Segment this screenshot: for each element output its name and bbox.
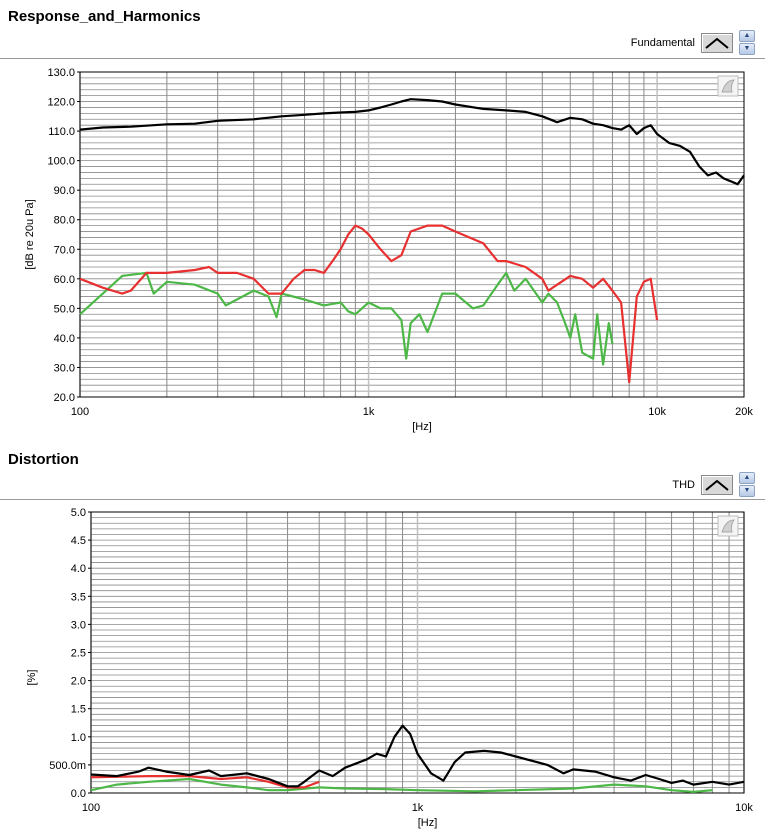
x-axis-label: [Hz] [412, 421, 432, 433]
section-divider [0, 58, 765, 59]
y-axis-label: [dB re 20u Pa] [24, 199, 36, 269]
distortion-section-title: Distortion [8, 451, 79, 468]
y-tick-label: 3.0 [71, 619, 86, 631]
graph-palette-icon [717, 75, 739, 97]
response-chart: 20.0 30.0 40.0 50.0 60.0 70.0 80.0 90.0 100.0 110… [24, 67, 753, 433]
legend-label-thd: THD [672, 478, 695, 491]
y-axis-label: [%] [26, 670, 38, 686]
x-tick-label: 10k [648, 406, 666, 418]
y-tick-label: 1.5 [71, 704, 86, 716]
line-plot-icon[interactable] [701, 474, 733, 495]
y-tick-label: 110.0 [48, 126, 75, 138]
fundamental-legend[interactable]: Fundamental ▲ ▼ [631, 30, 755, 55]
y-tick-label: 30.0 [54, 362, 75, 374]
x-tick-label: 20k [735, 406, 753, 418]
y-tick-label: 70.0 [54, 244, 75, 256]
y-tick-label: 5.0 [71, 507, 86, 519]
legend-spinner[interactable]: ▲ ▼ [739, 30, 755, 55]
thd-legend[interactable]: THD ▲ ▼ [672, 472, 755, 497]
series-line-1 [79, 224, 659, 384]
y-tick-label: 500.0m [49, 760, 86, 772]
y-tick-label: 2.0 [71, 676, 86, 688]
section-divider [0, 499, 765, 500]
chevron-up-icon[interactable]: ▲ [739, 472, 755, 484]
y-tick-label: 100.0 [47, 156, 75, 168]
y-tick-label: 50.0 [54, 303, 75, 315]
chevron-down-icon[interactable]: ▼ [739, 43, 755, 55]
series-line-0 [90, 724, 745, 788]
y-tick-label: 4.0 [71, 563, 86, 575]
x-tick-label: 10k [735, 802, 753, 814]
x-tick-label: 1k [363, 406, 375, 418]
x-tick-label: 100 [71, 406, 89, 418]
chevron-up-icon[interactable]: ▲ [739, 30, 755, 42]
x-tick-label: 100 [82, 802, 100, 814]
response-section-title: Response_and_Harmonics [8, 8, 201, 25]
y-tick-label: 80.0 [54, 215, 75, 227]
x-tick-label: 1k [412, 802, 424, 814]
y-tick-label: 3.5 [71, 591, 86, 603]
y-tick-label: 1.0 [71, 732, 86, 744]
y-tick-label: 90.0 [54, 185, 75, 197]
y-tick-label: 40.0 [54, 333, 75, 345]
chevron-down-icon[interactable]: ▼ [739, 485, 755, 497]
y-tick-label: 60.0 [54, 274, 75, 286]
series-line-2 [90, 777, 713, 794]
legend-spinner[interactable]: ▲ ▼ [739, 472, 755, 497]
y-tick-label: 0.0 [71, 788, 86, 800]
y-tick-label: 4.5 [71, 535, 86, 547]
series-line-0 [79, 98, 745, 186]
series-line-2 [79, 271, 614, 366]
y-tick-label: 2.5 [71, 648, 86, 660]
series-line-1 [90, 774, 320, 789]
graph-palette-icon [717, 515, 739, 537]
y-tick-label: 120.0 [47, 97, 75, 109]
plot-frame [79, 71, 745, 398]
legend-label-fundamental: Fundamental [630, 36, 695, 49]
line-plot-icon[interactable] [701, 32, 733, 53]
x-axis-label: [Hz] [418, 817, 438, 829]
y-tick-label: 20.0 [54, 392, 75, 404]
y-tick-label: 130.0 [47, 67, 75, 79]
